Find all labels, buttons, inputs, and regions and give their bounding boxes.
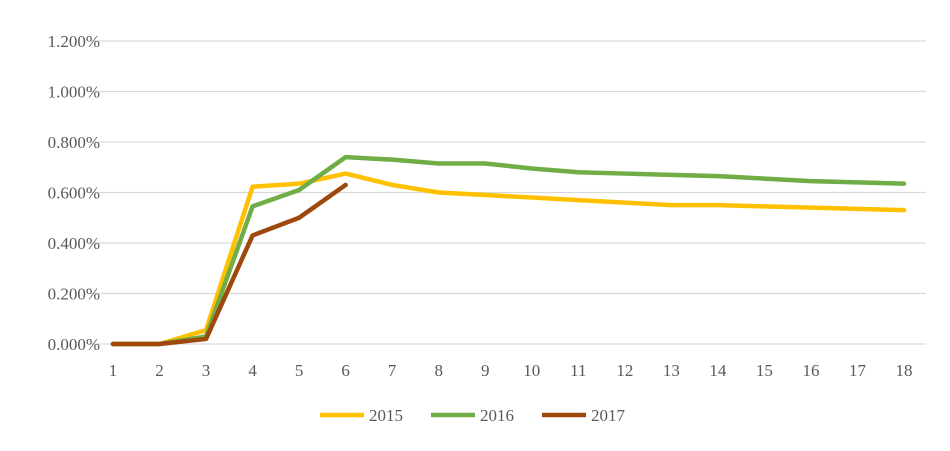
- y-tick-label: 1.200%: [48, 32, 100, 51]
- x-tick-label: 8: [434, 361, 443, 380]
- y-tick-label: 0.800%: [48, 133, 100, 152]
- x-axis-ticks: 1 2 3 4 5 6 7 8 9 10 11 12 13 14 15 16 17 18: [109, 361, 913, 380]
- legend-label: 2015: [369, 406, 403, 425]
- gridlines: [90, 40, 926, 345]
- x-tick-label: 9: [481, 361, 490, 380]
- x-tick-label: 13: [663, 361, 680, 380]
- x-tick-label: 16: [802, 361, 819, 380]
- x-tick-label: 6: [341, 361, 350, 380]
- x-tick-label: 4: [248, 361, 257, 380]
- legend-label: 2017: [591, 406, 626, 425]
- series-lines: [110, 154, 907, 347]
- x-tick-label: 10: [523, 361, 540, 380]
- y-axis-ticks: 0.000% 0.200% 0.400% 0.600% 0.800% 1.000% 1.20…: [48, 32, 100, 354]
- y-tick-label: 0.600%: [48, 184, 100, 203]
- x-tick-label: 1: [109, 361, 118, 380]
- x-tick-label: 18: [896, 361, 913, 380]
- x-tick-label: 15: [756, 361, 773, 380]
- x-tick-label: 17: [849, 361, 867, 380]
- y-tick-label: 0.400%: [48, 234, 100, 253]
- series-line-2017: [110, 182, 348, 347]
- x-tick-label: 5: [295, 361, 304, 380]
- series-line-2016: [110, 154, 907, 347]
- y-tick-label: 0.000%: [48, 335, 100, 354]
- y-tick-label: 1.000%: [48, 83, 100, 102]
- x-tick-label: 14: [709, 361, 727, 380]
- x-tick-label: 11: [570, 361, 586, 380]
- x-tick-label: 3: [202, 361, 211, 380]
- x-tick-label: 2: [155, 361, 164, 380]
- legend-label: 2016: [480, 406, 514, 425]
- y-tick-label: 0.200%: [48, 285, 100, 304]
- legend: 2015 2016 2017: [320, 406, 626, 425]
- x-tick-label: 12: [616, 361, 633, 380]
- x-tick-label: 7: [388, 361, 397, 380]
- series-line-2015: [110, 171, 907, 347]
